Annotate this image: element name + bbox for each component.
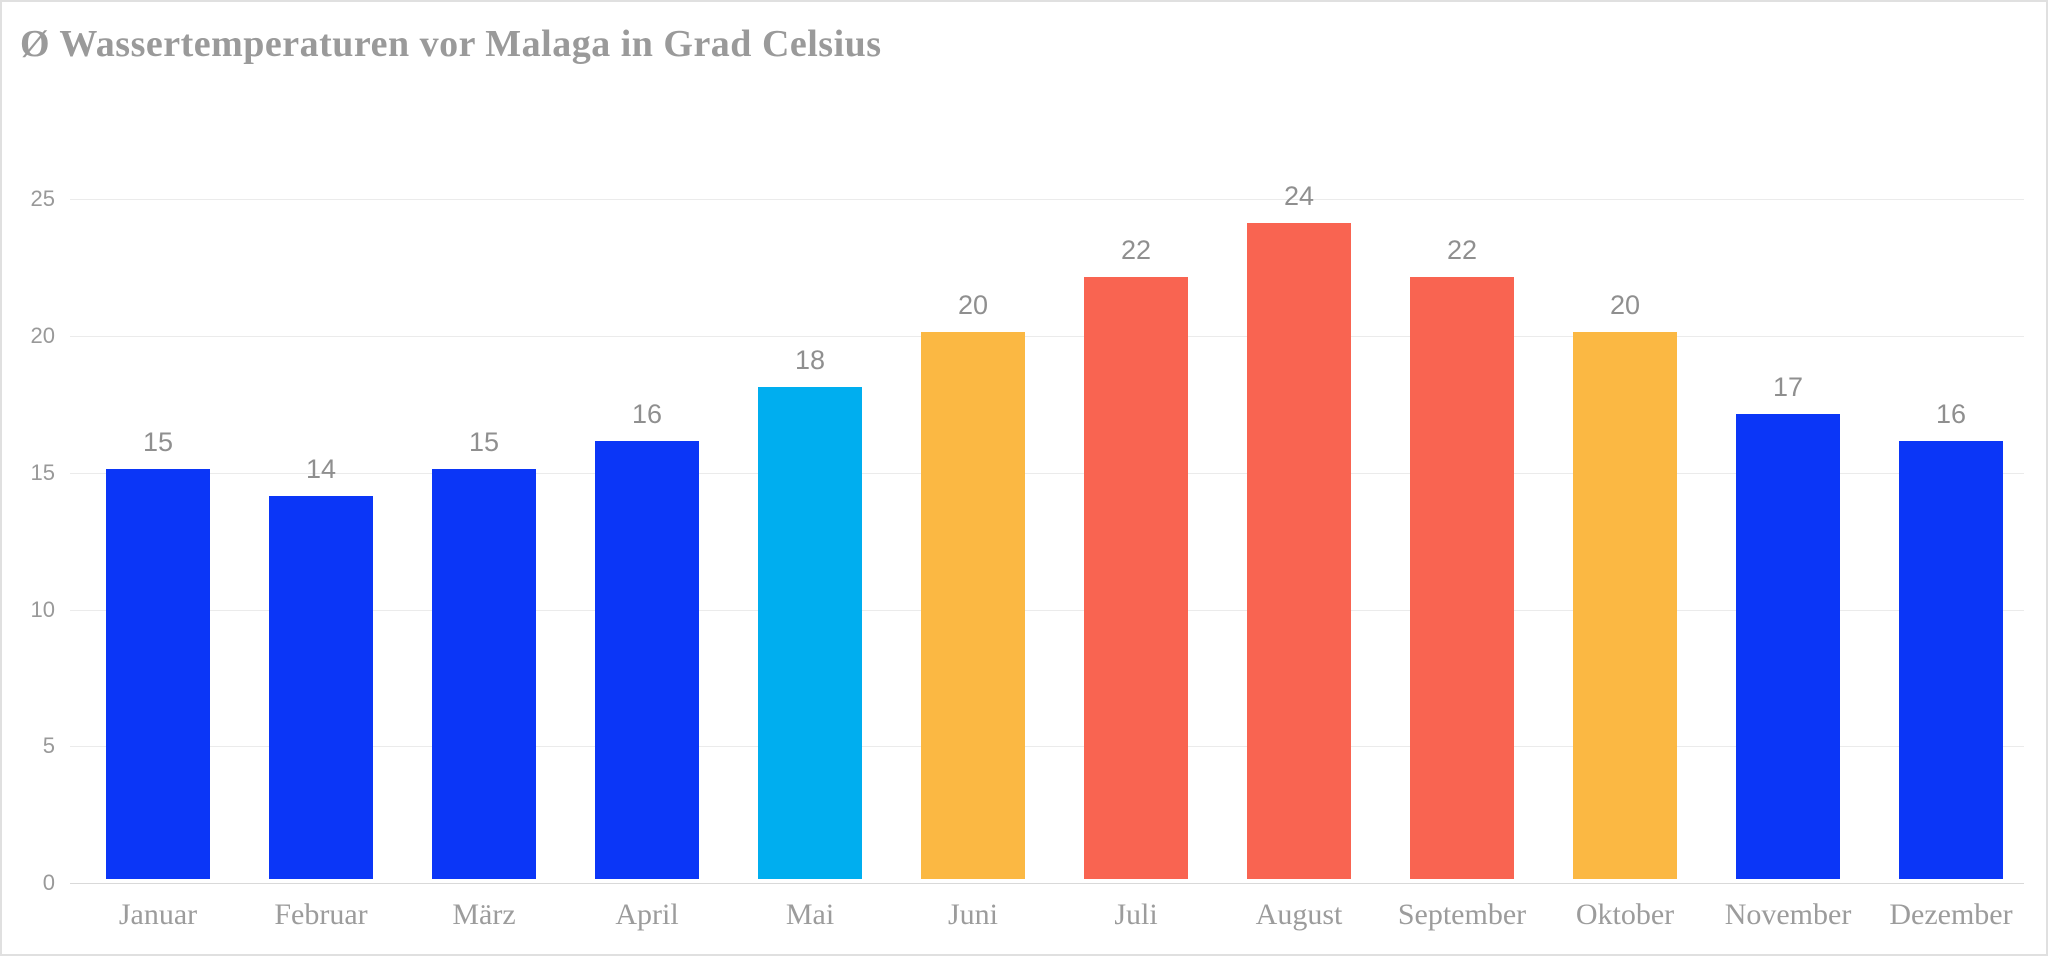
x-axis-label-marz: März xyxy=(452,898,516,931)
x-axis-label-august: August xyxy=(1255,898,1343,931)
x-axis-label-februar: Februar xyxy=(274,898,368,931)
bar-juni xyxy=(921,332,1025,879)
bar-august xyxy=(1247,223,1351,879)
y-axis-tick-10: 10 xyxy=(30,597,55,622)
bar-dezember xyxy=(1899,441,2003,879)
value-label-november: 17 xyxy=(1772,372,1804,402)
value-label-juni: 20 xyxy=(957,290,989,320)
bar-november xyxy=(1736,414,1840,879)
value-label-januar: 15 xyxy=(142,427,174,457)
bar-januar xyxy=(106,469,210,879)
x-axis-label-oktober: Oktober xyxy=(1575,898,1675,931)
bar-juli xyxy=(1084,277,1188,879)
bar-april xyxy=(595,441,699,879)
x-axis-label-juni: Juni xyxy=(947,898,998,931)
y-axis-tick-0: 0 xyxy=(42,870,55,895)
value-label-marz: 15 xyxy=(468,427,500,457)
bar-september xyxy=(1410,277,1514,879)
x-axis-label-mai: Mai xyxy=(785,898,835,931)
x-axis-label-november: November xyxy=(1724,898,1852,931)
x-axis-label-april: April xyxy=(615,898,679,931)
gridline-0 xyxy=(70,883,2024,884)
value-label-oktober: 20 xyxy=(1609,290,1641,320)
x-axis-label-januar: Januar xyxy=(118,898,198,931)
value-label-september: 22 xyxy=(1446,235,1478,265)
bar-marz xyxy=(432,469,536,879)
y-axis-tick-25: 25 xyxy=(30,186,55,211)
x-axis-label-juli: Juli xyxy=(1114,898,1158,931)
value-label-februar: 14 xyxy=(305,454,337,484)
y-axis-tick-20: 20 xyxy=(30,323,55,348)
bar-oktober xyxy=(1573,332,1677,879)
gridline-25 xyxy=(70,199,2024,200)
x-axis-label-dezember: Dezember xyxy=(1889,898,2013,931)
y-axis-tick-5: 5 xyxy=(42,733,55,758)
gridline-15 xyxy=(70,473,2024,474)
gridline-10 xyxy=(70,610,2024,611)
chart-title: Ø Wassertemperaturen vor Malaga in Grad … xyxy=(20,23,882,65)
x-axis-label-september: September xyxy=(1397,898,1527,931)
value-label-dezember: 16 xyxy=(1935,399,1967,429)
value-label-juli: 22 xyxy=(1120,235,1152,265)
value-label-mai: 18 xyxy=(794,345,826,375)
bar-mai xyxy=(758,387,862,879)
gridline-20 xyxy=(70,336,2024,337)
bar-februar xyxy=(269,496,373,879)
y-axis-tick-15: 15 xyxy=(30,460,55,485)
value-label-april: 16 xyxy=(631,399,663,429)
gridline-5 xyxy=(70,746,2024,747)
value-label-august: 24 xyxy=(1283,181,1315,211)
